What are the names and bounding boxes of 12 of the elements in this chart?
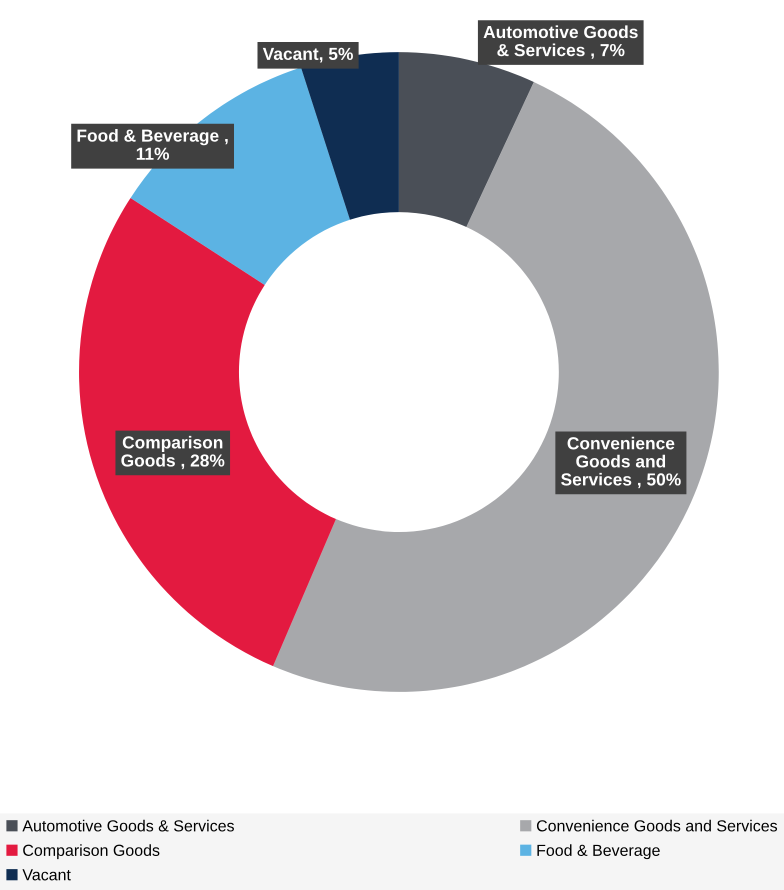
legend-label: Convenience Goods and Services: [536, 820, 778, 832]
data-label: Vacant, 5%: [262, 48, 353, 63]
data-label: Convenience Goods and Services , 50%: [561, 436, 681, 488]
data-label: Comparison Goods , 28%: [121, 436, 224, 470]
legend-label: Automotive Goods & Services: [22, 820, 234, 832]
data-label: Automotive Goods & Services , 7%: [484, 25, 638, 59]
legend-label: Food & Beverage: [537, 844, 660, 860]
legend-label: Vacant: [22, 869, 71, 880]
data-label: Food & Beverage , 11%: [78, 129, 228, 160]
donut-slice: [273, 82, 719, 692]
legend-label: Comparison Goods: [23, 844, 160, 860]
donut-slice: [79, 198, 336, 666]
